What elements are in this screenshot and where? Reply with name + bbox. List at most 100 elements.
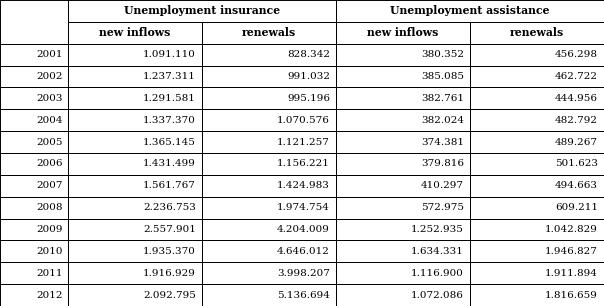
- Text: 385.085: 385.085: [421, 72, 464, 81]
- Text: 1.337.370: 1.337.370: [143, 116, 196, 125]
- Text: renewals: renewals: [242, 27, 296, 38]
- Bar: [0, 44, 68, 65]
- Bar: [68, 65, 202, 88]
- Text: 2007: 2007: [37, 181, 63, 190]
- Bar: [202, 175, 336, 197]
- Text: 5.136.694: 5.136.694: [277, 291, 330, 300]
- Bar: [0, 0, 68, 44]
- Text: 991.032: 991.032: [287, 72, 330, 81]
- Bar: [202, 241, 336, 262]
- Bar: [336, 153, 470, 175]
- Bar: [470, 218, 604, 241]
- Bar: [202, 284, 336, 306]
- Bar: [336, 131, 470, 153]
- Bar: [336, 0, 604, 22]
- Bar: [202, 44, 336, 65]
- Text: renewals: renewals: [510, 27, 564, 38]
- Bar: [68, 109, 202, 131]
- Text: 1.424.983: 1.424.983: [277, 181, 330, 190]
- Text: 444.956: 444.956: [555, 94, 598, 103]
- Text: 2012: 2012: [37, 291, 63, 300]
- Bar: [68, 218, 202, 241]
- Text: 489.267: 489.267: [555, 138, 598, 147]
- Text: 2005: 2005: [37, 138, 63, 147]
- Text: 2008: 2008: [37, 203, 63, 212]
- Bar: [202, 218, 336, 241]
- Bar: [0, 109, 68, 131]
- Text: 1.091.110: 1.091.110: [143, 50, 196, 59]
- Bar: [68, 153, 202, 175]
- Text: 2003: 2003: [37, 94, 63, 103]
- Text: 379.816: 379.816: [421, 159, 464, 168]
- Text: 2.236.753: 2.236.753: [143, 203, 196, 212]
- Bar: [68, 241, 202, 262]
- Text: 4.204.009: 4.204.009: [277, 225, 330, 234]
- Bar: [0, 197, 68, 218]
- Bar: [470, 175, 604, 197]
- Bar: [68, 262, 202, 284]
- Bar: [202, 262, 336, 284]
- Bar: [336, 109, 470, 131]
- Text: 1.634.331: 1.634.331: [411, 247, 464, 256]
- Text: 2.557.901: 2.557.901: [143, 225, 196, 234]
- Bar: [202, 197, 336, 218]
- Text: 462.722: 462.722: [555, 72, 598, 81]
- Bar: [336, 262, 470, 284]
- Bar: [336, 22, 470, 44]
- Bar: [336, 44, 470, 65]
- Bar: [0, 175, 68, 197]
- Text: 1.121.257: 1.121.257: [277, 138, 330, 147]
- Text: Unemployment insurance: Unemployment insurance: [124, 6, 280, 17]
- Bar: [202, 153, 336, 175]
- Bar: [336, 88, 470, 109]
- Text: 1.156.221: 1.156.221: [277, 159, 330, 168]
- Bar: [336, 241, 470, 262]
- Bar: [68, 175, 202, 197]
- Bar: [470, 131, 604, 153]
- Bar: [0, 241, 68, 262]
- Bar: [470, 88, 604, 109]
- Bar: [68, 0, 336, 22]
- Bar: [470, 197, 604, 218]
- Text: Unemployment assistance: Unemployment assistance: [390, 6, 550, 17]
- Text: 456.298: 456.298: [555, 50, 598, 59]
- Bar: [202, 22, 336, 44]
- Text: 1.935.370: 1.935.370: [143, 247, 196, 256]
- Bar: [0, 131, 68, 153]
- Bar: [336, 284, 470, 306]
- Bar: [68, 44, 202, 65]
- Bar: [470, 241, 604, 262]
- Bar: [0, 88, 68, 109]
- Text: new inflows: new inflows: [367, 27, 439, 38]
- Text: 1.072.086: 1.072.086: [411, 291, 464, 300]
- Bar: [68, 131, 202, 153]
- Text: 1.042.829: 1.042.829: [545, 225, 598, 234]
- Text: 2.092.795: 2.092.795: [143, 291, 196, 300]
- Text: 1.237.311: 1.237.311: [143, 72, 196, 81]
- Bar: [202, 109, 336, 131]
- Bar: [336, 175, 470, 197]
- Text: 1.561.767: 1.561.767: [143, 181, 196, 190]
- Bar: [0, 262, 68, 284]
- Text: 1.974.754: 1.974.754: [277, 203, 330, 212]
- Bar: [470, 153, 604, 175]
- Text: 494.663: 494.663: [555, 181, 598, 190]
- Text: 380.352: 380.352: [421, 50, 464, 59]
- Bar: [68, 197, 202, 218]
- Text: 2009: 2009: [37, 225, 63, 234]
- Text: 3.998.207: 3.998.207: [277, 269, 330, 278]
- Bar: [336, 65, 470, 88]
- Text: 2006: 2006: [37, 159, 63, 168]
- Bar: [0, 65, 68, 88]
- Text: 1.291.581: 1.291.581: [143, 94, 196, 103]
- Text: 1.070.576: 1.070.576: [277, 116, 330, 125]
- Text: 501.623: 501.623: [555, 159, 598, 168]
- Text: 374.381: 374.381: [421, 138, 464, 147]
- Text: 4.646.012: 4.646.012: [277, 247, 330, 256]
- Bar: [202, 88, 336, 109]
- Text: 2002: 2002: [37, 72, 63, 81]
- Text: 828.342: 828.342: [287, 50, 330, 59]
- Bar: [470, 44, 604, 65]
- Text: 995.196: 995.196: [287, 94, 330, 103]
- Text: 1.252.935: 1.252.935: [411, 225, 464, 234]
